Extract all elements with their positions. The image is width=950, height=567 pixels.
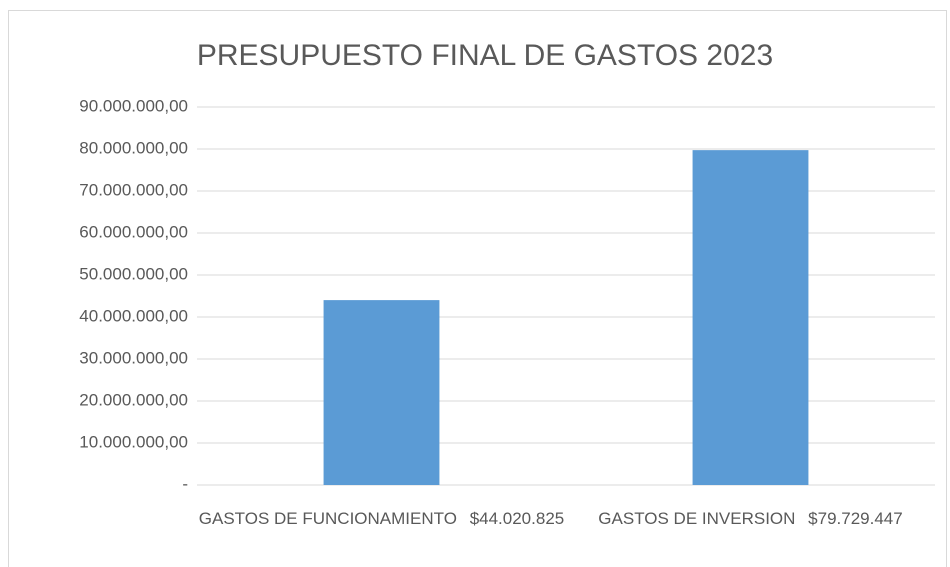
chart-title: PRESUPUESTO FINAL DE GASTOS 2023	[197, 39, 773, 72]
value-label: $79.729.447	[808, 509, 903, 528]
y-tick-label: 10.000.000,00	[79, 432, 188, 451]
y-tick-label: 60.000.000,00	[79, 222, 188, 241]
y-tick-label: 90.000.000,00	[79, 96, 188, 115]
y-tick-label: 20.000.000,00	[79, 390, 188, 409]
category-label: GASTOS DE INVERSION	[598, 509, 796, 528]
y-tick-label: 70.000.000,00	[79, 180, 188, 199]
y-tick-label: 30.000.000,00	[79, 348, 188, 367]
x-tick-label: GASTOS DE INVERSION $79.729.447	[556, 506, 945, 532]
value-label: $44.020.825	[469, 509, 565, 528]
y-tick-label: 40.000.000,00	[79, 306, 188, 325]
y-tick-label: 80.000.000,00	[79, 138, 188, 157]
y-tick-label: 50.000.000,00	[79, 264, 188, 283]
bar	[323, 300, 440, 485]
category-label: GASTOS DE FUNCIONAMIENTO	[198, 509, 457, 528]
x-tick-label: GASTOS DE FUNCIONAMIENTO $44.020.825	[187, 506, 576, 532]
y-tick-label: -	[182, 474, 188, 493]
bar	[692, 150, 809, 485]
